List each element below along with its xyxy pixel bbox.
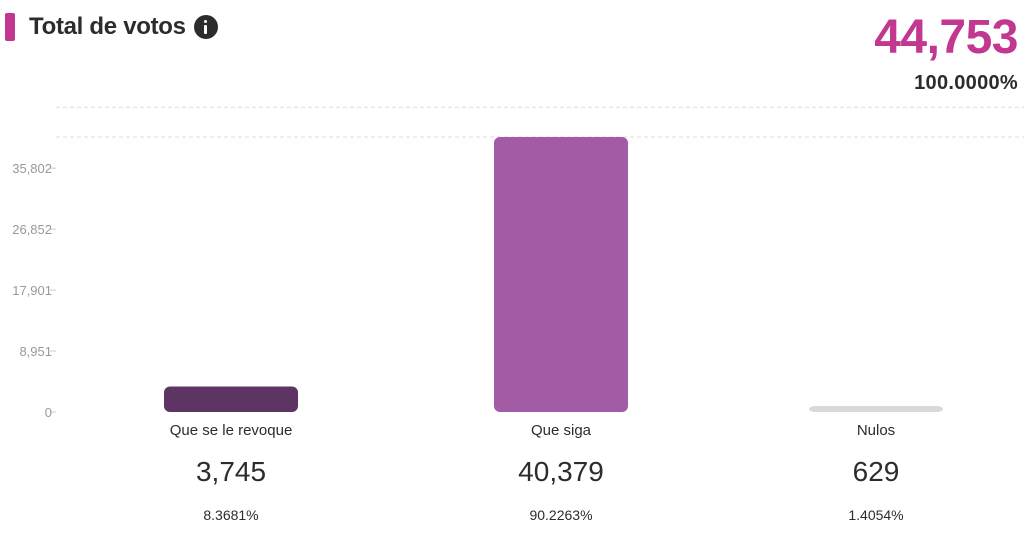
total-votes-percent: 100.0000% bbox=[914, 72, 1018, 94]
y-tick-label: 26,852 bbox=[12, 222, 52, 237]
chart-title: Total de votos bbox=[29, 13, 186, 40]
category-percent: 8.3681% bbox=[203, 507, 259, 523]
category-label: Que siga bbox=[530, 422, 592, 439]
chart-header: Total de votos bbox=[5, 12, 218, 42]
bar-2 bbox=[809, 406, 943, 412]
category-percent: 1.4054% bbox=[848, 507, 904, 523]
category-label: Que se le revoque bbox=[169, 422, 293, 439]
total-votes-value: 44,753 bbox=[874, 11, 1018, 64]
bar-0 bbox=[164, 386, 298, 412]
total-summary: 44,753 100.0000% bbox=[874, 12, 1018, 95]
y-tick-label: 8,951 bbox=[19, 344, 52, 359]
category-value: 3,745 bbox=[195, 456, 267, 487]
y-tick-label: 35,802 bbox=[12, 161, 52, 176]
category-value: 40,379 bbox=[518, 456, 604, 487]
category-label: Nulos bbox=[856, 422, 896, 439]
category-percent: 90.2263% bbox=[529, 507, 593, 523]
title-accent-bar bbox=[5, 13, 15, 41]
y-tick-label: 17,901 bbox=[12, 283, 52, 298]
category-value: 629 bbox=[852, 456, 900, 487]
y-tick-label: 0 bbox=[45, 405, 52, 420]
bar-1 bbox=[494, 137, 628, 412]
info-circle-icon[interactable] bbox=[193, 15, 218, 39]
